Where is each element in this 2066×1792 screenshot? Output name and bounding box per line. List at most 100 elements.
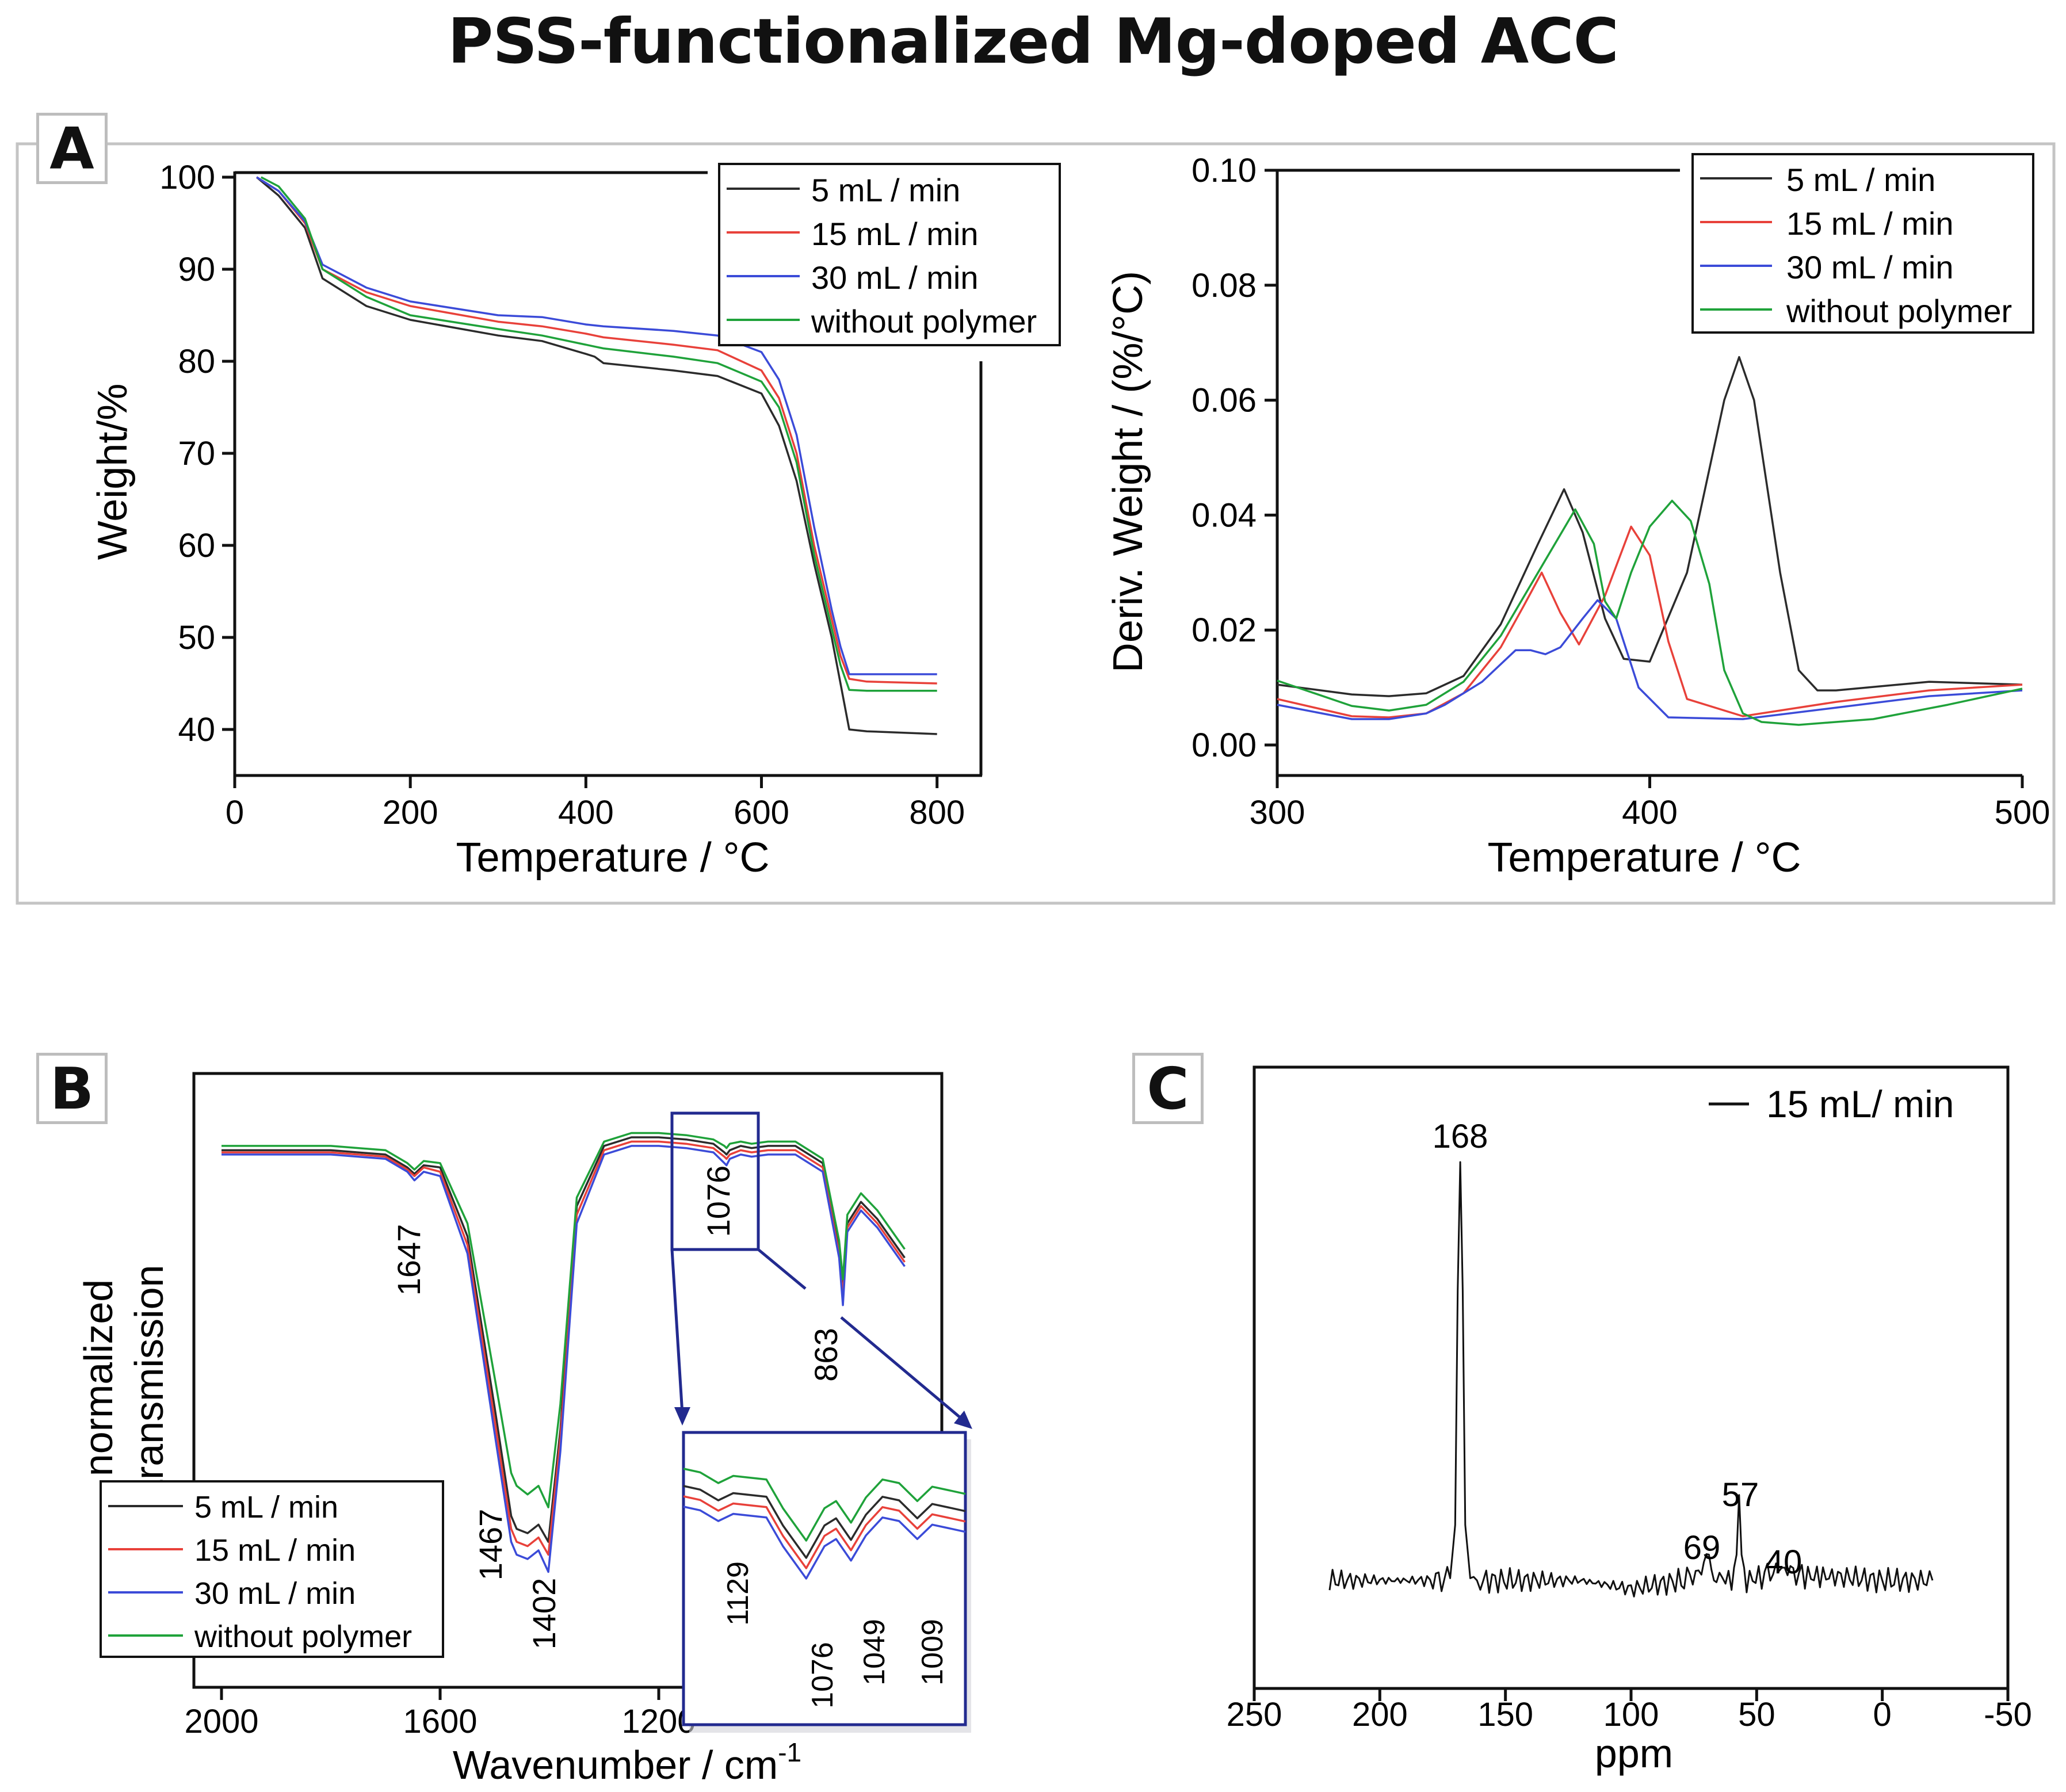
dtg-legend-box [1691, 153, 2034, 334]
tga-y-label: Weight/% [90, 384, 136, 560]
panel-label-b: B [36, 1053, 108, 1124]
nmr-x-tick-label-200: 200 [1352, 1696, 1408, 1733]
nmr-peak-69: 69 [1683, 1529, 1721, 1566]
tga-y-tick-label-90: 90 [178, 251, 215, 288]
tga-legend: 5 mL / min 15 mL / min 30 mL / min witho… [718, 163, 1061, 346]
ftir-frame [192, 1072, 944, 1689]
ftir-legend-text-30: 30 mL / min [194, 1576, 356, 1611]
inset-peak-1129: 1129 [721, 1561, 755, 1626]
tga-x-tick-label-200: 200 [383, 794, 438, 831]
nmr-peak-57: 57 [1722, 1476, 1759, 1514]
tga-series-30-ml-min [256, 176, 937, 675]
dtg-x-tick-label-300: 300 [1250, 794, 1305, 831]
tga-frame-lines [235, 171, 983, 775]
ftir-zoom-connector-mid [757, 1248, 807, 1290]
inset-peak-1076: 1076 [806, 1642, 839, 1709]
tga-x-tick-label-0: 0 [226, 794, 244, 831]
inset-peak-1009: 1009 [916, 1619, 949, 1686]
ftir-peak-1467: 1467 [472, 1509, 509, 1581]
ftir-zoom-connector-right [840, 1316, 969, 1425]
inset-series-without-polymer [683, 1468, 966, 1542]
dtg-y-tick-label-0.08: 0.08 [1192, 267, 1257, 304]
tga-legend-text-nopoly: without polymer [811, 303, 1037, 339]
figure-title: PSS-functionalized Mg-doped ACC [448, 6, 1619, 78]
ftir-legend-text-nopoly: without polymer [194, 1619, 412, 1654]
ftir-peak-1647: 1647 [391, 1224, 427, 1296]
nmr-legend-text: 15 mL/ min [1766, 1083, 1954, 1125]
ftir-x-label: Wavenumber / cm-1 [453, 1737, 801, 1787]
ftir-y-label-1: normalized [76, 1279, 121, 1476]
tga-legend-text-5: 5 mL / min [811, 172, 960, 208]
tga-series-group [255, 176, 937, 735]
dtg-y-tick-label-0.02: 0.02 [1192, 612, 1257, 649]
panel-a-frame [16, 142, 2056, 905]
tga-legend-text-15: 15 mL / min [811, 216, 978, 252]
ftir-peak-863: 863 [808, 1328, 844, 1381]
tga-chart: 0 200 400 600 800 40 50 60 70 80 90 100 Temperatur… [90, 159, 1061, 881]
ftir-legend-box [100, 1480, 444, 1658]
ftir-legend-text-15: 15 mL / min [194, 1533, 356, 1568]
dtg-y-tick-label-0.04: 0.04 [1192, 496, 1257, 534]
ftir-zoom-arrow-left-icon [674, 1407, 690, 1426]
dtg-x-ticks: 300 400 500 [1250, 775, 2050, 831]
tga-x-tick-label-800: 800 [909, 794, 965, 831]
dtg-legend-text-15: 15 mL / min [1786, 205, 1953, 242]
dtg-x-tick-label-400: 400 [1622, 794, 1678, 831]
dtg-y-tick-label-0.06: 0.06 [1192, 382, 1257, 419]
nmr-x-tick-label-0: 0 [1873, 1696, 1892, 1733]
dtg-y-ticks: 0.00 0.02 0.04 0.06 0.08 0.10 [1192, 152, 1277, 764]
tga-x-tick-label-400: 400 [558, 794, 614, 831]
tga-x-tick-label-600: 600 [734, 794, 789, 831]
dtg-series-15-ml-min [1277, 525, 2023, 719]
inset-series-30-ml-min [683, 1506, 966, 1580]
inset-peak-1049: 1049 [858, 1619, 891, 1686]
ftir-legend-text-5: 5 mL / min [194, 1490, 338, 1524]
panel-label-a: A [36, 113, 108, 184]
ftir-zoom-arrow-right-icon [954, 1411, 972, 1429]
panel-label-c: C [1132, 1053, 1204, 1124]
dtg-chart: 300 400 500 0.00 0.02 0.04 0.06 0.08 0.10 Tempe… [1105, 152, 2050, 881]
dtg-series-without-polymer [1277, 499, 2023, 726]
dtg-series-group [1277, 356, 2023, 726]
ftir-zoom-connector-left [670, 1249, 684, 1415]
nmr-x-label: ppm [1595, 1731, 1673, 1776]
dtg-y-tick-label-0.10: 0.10 [1192, 152, 1257, 189]
nmr-series-group [1328, 1161, 1934, 1598]
tga-legend-text-30: 30 mL / min [811, 259, 978, 296]
ftir-series-group [222, 1132, 906, 1573]
ftir-legend: 5 mL / min 15 mL / min 30 mL / min witho… [100, 1480, 444, 1658]
tga-x-label: Temperature / °C [456, 835, 770, 881]
ftir-series-30-ml-min [222, 1145, 906, 1573]
inset-series-group [683, 1468, 966, 1580]
dtg-legend-text-30: 30 mL / min [1786, 249, 1953, 285]
dtg-x-label: Temperature / °C [1488, 835, 1801, 881]
dtg-y-label: Deriv. Weight / (%/°C) [1105, 271, 1151, 673]
ftir-zoom-region [670, 1111, 760, 1251]
inset-frame [682, 1431, 967, 1726]
ftir-x-label-main: Wavenumber / cm [453, 1743, 778, 1787]
tga-legend-box [718, 163, 1061, 346]
nmr-x-ticks: 250 200 150 100 50 0 -50 [1227, 1688, 2032, 1733]
ftir-x-ticks: 2000 1600 1200 [184, 1687, 696, 1740]
nmr-x-tick-label-50: 50 [1738, 1696, 1775, 1733]
dtg-legend: 5 mL / min 15 mL / min 30 mL / min witho… [1691, 153, 2034, 334]
tga-y-tick-label-50: 50 [178, 619, 215, 656]
dtg-legend-text-nopoly: without polymer [1786, 293, 2012, 329]
tga-y-tick-label-40: 40 [178, 711, 215, 748]
ftir-x-tick-label-1600: 1600 [403, 1703, 477, 1740]
ftir-series-without-polymer [222, 1132, 906, 1508]
ftir-x-tick-label-2000: 2000 [184, 1703, 258, 1740]
ftir-chart: 2000 1600 1200 Wavenumber / cm-1 normalize… [76, 1072, 972, 1787]
nmr-x-tick-label--50: -50 [1984, 1696, 2032, 1733]
tga-y-tick-label-80: 80 [178, 343, 215, 380]
tga-y-tick-label-60: 60 [178, 527, 215, 564]
dtg-legend-text-5: 5 mL / min [1786, 162, 1935, 198]
nmr-peak-40: 40 [1765, 1543, 1803, 1581]
tga-x-ticks: 0 200 400 600 800 [226, 775, 965, 831]
nmr-chart: 250 200 150 100 50 0 -50 ppm 15 mL/ min 168 69… [1227, 1065, 2032, 1776]
tga-series-5-ml-min [255, 176, 937, 735]
tga-series-without-polymer [260, 176, 937, 692]
nmr-x-tick-label-250: 250 [1227, 1696, 1282, 1733]
tga-series-15-ml-min [256, 176, 937, 685]
